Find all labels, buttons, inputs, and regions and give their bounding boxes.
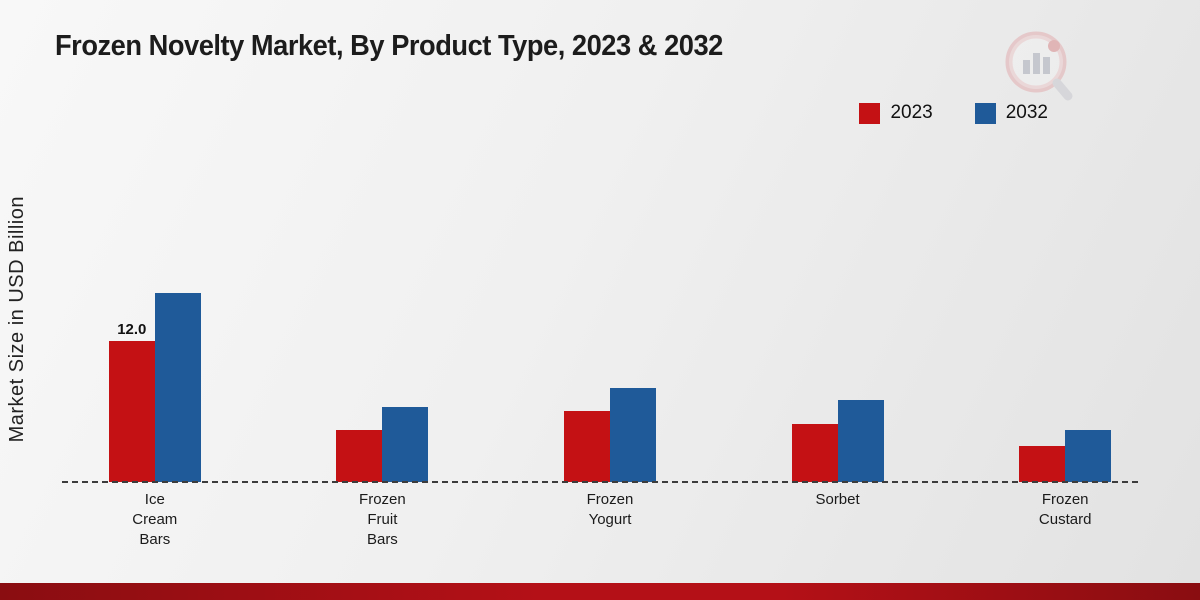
- category-label-sorbet: Sorbet: [815, 491, 860, 508]
- bar-2023-frozen-custard: [1019, 446, 1066, 482]
- plot-area: 12.0: [41, 293, 1179, 482]
- bar-2032-frozen-yogurt: [609, 388, 656, 482]
- legend-item-2023: 2023: [859, 102, 933, 124]
- bar-group-sorbet: [724, 400, 952, 482]
- legend-label-2023: 2023: [890, 102, 933, 123]
- bar-2023-sorbet: [791, 424, 838, 482]
- bar-2032-sorbet: [837, 400, 884, 482]
- y-axis-label: Market Size in USD Billion: [6, 196, 28, 443]
- bar-group-frozen-fruit-bars: [269, 407, 497, 482]
- category-label-ice-cream-bars: Ice Cream Bars: [132, 491, 178, 548]
- category-label-frozen-custard: Frozen Custard: [1038, 491, 1092, 528]
- bar-group-ice-cream-bars: 12.0: [41, 293, 269, 482]
- bar-group-frozen-yogurt: [496, 388, 724, 482]
- legend-swatch-2023: [859, 102, 881, 124]
- brand-logo: [998, 26, 1080, 113]
- legend-swatch-2032: [974, 102, 996, 124]
- bar-value-label: 12.0: [117, 321, 147, 338]
- footer-accent-bar: [0, 583, 1200, 600]
- bar-group-frozen-custard: [951, 430, 1179, 482]
- chart-title: Frozen Novelty Market, By Product Type, …: [55, 30, 723, 62]
- bar-2023-frozen-yogurt: [563, 411, 610, 482]
- category-axis: Ice Cream Bars Frozen Fruit Bars Frozen Yo…: [41, 490, 1179, 549]
- legend-label-2032: 2032: [1005, 102, 1048, 123]
- bar-2032-ice-cream-bars: [154, 293, 201, 482]
- category-label-frozen-yogurt: Frozen Yogurt: [586, 491, 634, 528]
- bar-chart-magnifier-icon: [1005, 31, 1073, 101]
- bar-2023-frozen-fruit-bars: [336, 430, 383, 482]
- bar-2032-frozen-custard: [1065, 430, 1112, 482]
- category-label-frozen-fruit-bars: Frozen Fruit Bars: [359, 491, 406, 548]
- bar-2032-frozen-fruit-bars: [382, 407, 429, 482]
- x-axis-baseline: [62, 481, 1138, 483]
- legend-item-2032: 2032: [974, 102, 1048, 124]
- legend: 2023 2032: [859, 102, 1048, 124]
- bar-2023-ice-cream-bars: 12.0: [108, 321, 155, 482]
